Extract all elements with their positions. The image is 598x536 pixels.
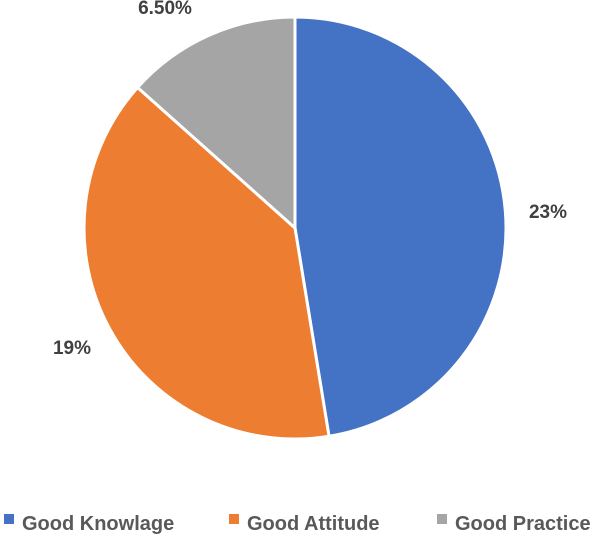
data-label-good-knowlage: 23%: [529, 202, 567, 223]
legend-item-good-attitude: Good Attitude: [229, 513, 380, 535]
legend-label: Good Attitude: [247, 513, 380, 535]
data-labels: 23% 19% 6.50%: [53, 0, 567, 359]
slice-good-attitude: [82, 85, 331, 441]
legend-item-good-knowlage: Good Knowlage: [4, 513, 174, 535]
legend-swatch: [4, 514, 14, 524]
slice-good-knowlage: [293, 15, 508, 438]
pie-slices: [82, 15, 508, 441]
legend-swatch: [437, 514, 447, 524]
legend-label: Good Knowlage: [22, 513, 174, 535]
legend-item-good-practice: Good Practice: [437, 513, 591, 535]
data-label-good-practice: 6.50%: [138, 0, 192, 19]
legend-label: Good Practice: [455, 513, 591, 535]
legend-swatch: [229, 514, 239, 524]
slice-good-practice: [136, 15, 297, 230]
data-label-good-attitude: 19%: [53, 338, 91, 359]
legend: Good Knowlage Good Attitude Good Practice: [4, 513, 591, 535]
